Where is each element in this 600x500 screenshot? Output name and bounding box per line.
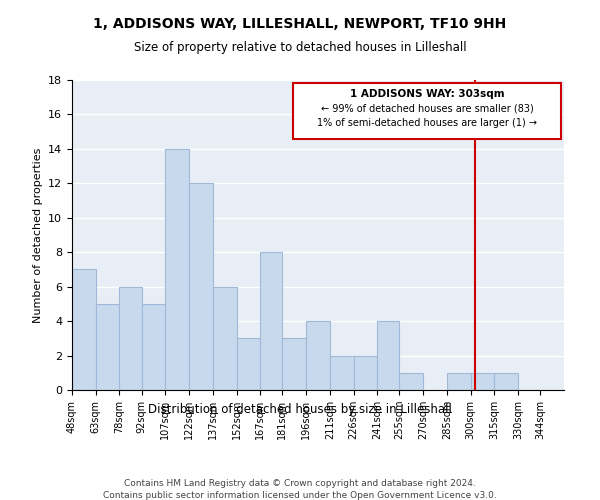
Bar [306, 321, 330, 390]
Text: Contains public sector information licensed under the Open Government Licence v3: Contains public sector information licen… [103, 491, 497, 500]
Text: Size of property relative to detached houses in Lilleshall: Size of property relative to detached ho… [134, 41, 466, 54]
Text: 1% of semi-detached houses are larger (1) →: 1% of semi-detached houses are larger (1… [317, 118, 537, 128]
Text: 1 ADDISONS WAY: 303sqm: 1 ADDISONS WAY: 303sqm [350, 88, 505, 99]
Bar [353, 356, 377, 390]
Bar [283, 338, 306, 390]
Bar [119, 286, 142, 390]
Bar [236, 338, 260, 390]
Bar [377, 321, 400, 390]
Text: Distribution of detached houses by size in Lilleshall: Distribution of detached houses by size … [148, 402, 452, 415]
Bar [494, 373, 518, 390]
Text: Contains HM Land Registry data © Crown copyright and database right 2024.: Contains HM Land Registry data © Crown c… [124, 479, 476, 488]
Bar [166, 149, 189, 390]
Bar [470, 373, 494, 390]
Bar [330, 356, 353, 390]
Bar [260, 252, 283, 390]
Y-axis label: Number of detached properties: Number of detached properties [32, 148, 43, 322]
Bar [72, 270, 96, 390]
FancyBboxPatch shape [293, 82, 561, 138]
Bar [213, 286, 236, 390]
Bar [96, 304, 119, 390]
Bar [400, 373, 423, 390]
Bar [189, 184, 213, 390]
Text: ← 99% of detached houses are smaller (83): ← 99% of detached houses are smaller (83… [321, 104, 533, 114]
Bar [447, 373, 470, 390]
Bar [142, 304, 166, 390]
Text: 1, ADDISONS WAY, LILLESHALL, NEWPORT, TF10 9HH: 1, ADDISONS WAY, LILLESHALL, NEWPORT, TF… [94, 18, 506, 32]
